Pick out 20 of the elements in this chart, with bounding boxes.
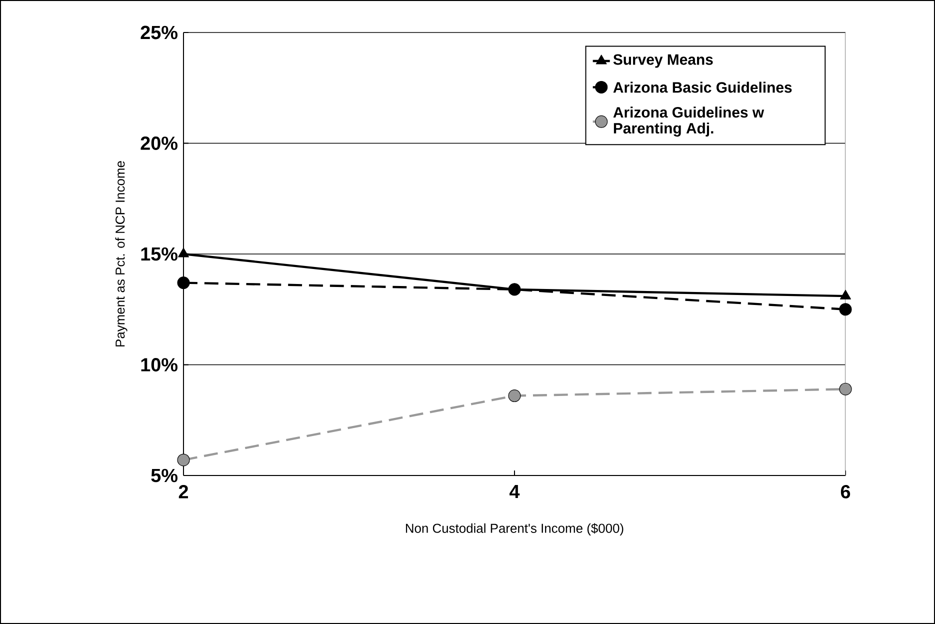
point xyxy=(839,382,852,396)
y-tick-label: 10% xyxy=(141,358,178,372)
point xyxy=(839,303,852,316)
point xyxy=(177,276,190,290)
y-tick-label: 20% xyxy=(140,136,178,150)
x-axis-title: Non Custodial Parent's Income ($000) xyxy=(406,523,624,536)
y-tick-label: 5% xyxy=(151,468,178,482)
x-tick-label: 2 xyxy=(178,484,188,498)
y-axis-title: Payment as Pct. of NCP Income xyxy=(115,161,128,346)
point xyxy=(508,389,521,402)
y-tick-label: 15% xyxy=(141,247,178,261)
point xyxy=(178,248,189,258)
y-tick-label: 25% xyxy=(140,26,178,40)
point xyxy=(177,454,190,466)
legend-label: Arizona Guidelines w Parenting Adj. xyxy=(613,106,764,137)
legend-label: Survey Means xyxy=(613,54,713,68)
point xyxy=(840,290,851,300)
x-tick-label: 6 xyxy=(840,484,850,498)
legend-label: Arizona Basic Guidelines xyxy=(613,82,792,93)
x-tick-label: 4 xyxy=(510,485,520,498)
